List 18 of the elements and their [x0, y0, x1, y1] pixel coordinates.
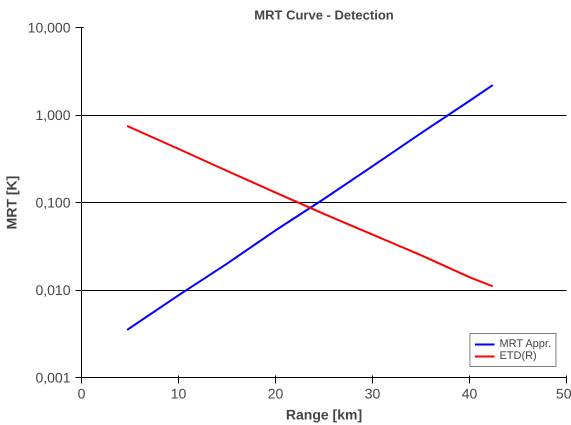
- line-series: [126, 84, 494, 331]
- x-axis-title: Range [km]: [286, 406, 362, 422]
- y-tick-label: 10,000: [28, 20, 71, 36]
- y-tick-label: 0,001: [35, 370, 71, 386]
- x-tick-label: 20: [268, 386, 284, 402]
- y-axis-title: MRT [K]: [4, 176, 20, 230]
- x-tick-label: 10: [170, 386, 186, 402]
- legend-label: MRT Appr.: [499, 338, 551, 350]
- y-tick-label: 0,010: [35, 282, 71, 298]
- chart-title: MRT Curve - Detection: [254, 8, 394, 22]
- y-tick-label: 1,000: [35, 107, 71, 123]
- x-tick-label: 0: [78, 386, 86, 402]
- line-series: [126, 124, 494, 288]
- x-tick-label: 30: [364, 386, 380, 402]
- y-tick-label: 0,100: [35, 194, 71, 210]
- x-tick-label: 50: [556, 386, 571, 402]
- x-tick-label: 40: [462, 386, 478, 402]
- legend-label: ETD(R): [499, 350, 537, 362]
